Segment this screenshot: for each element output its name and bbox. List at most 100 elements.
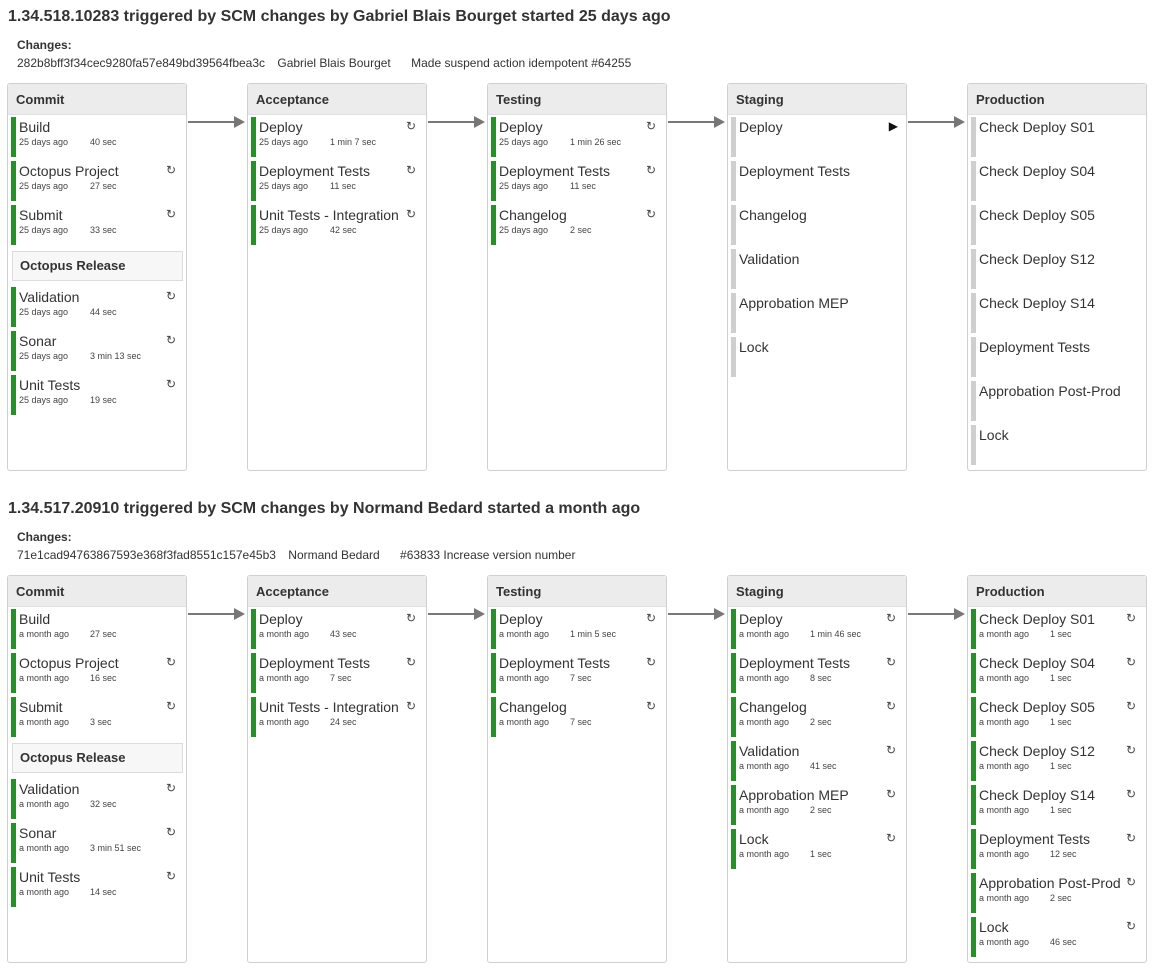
- job-name[interactable]: Deploy: [259, 119, 303, 135]
- rerun-icon[interactable]: ↻: [165, 869, 176, 883]
- rerun-icon[interactable]: ↻: [165, 699, 176, 713]
- job-submit[interactable]: Submit 25 days ago 33 sec ↻: [8, 203, 186, 247]
- job-deployment-tests[interactable]: Deployment Tests a month ago 12 sec ↻: [968, 827, 1146, 871]
- job-name[interactable]: Unit Tests: [19, 377, 81, 393]
- job-octopus-project[interactable]: Octopus Project 25 days ago 27 sec ↻: [8, 159, 186, 203]
- rerun-icon[interactable]: ↻: [1125, 699, 1136, 713]
- job-name[interactable]: Validation: [739, 743, 800, 759]
- job-lock[interactable]: Lock: [968, 423, 1146, 467]
- job-name[interactable]: Unit Tests: [19, 869, 81, 885]
- job-unit-tests[interactable]: Unit Tests 25 days ago 19 sec ↻: [8, 373, 186, 417]
- job-name[interactable]: Lock: [979, 919, 1009, 935]
- rerun-icon[interactable]: ↻: [1125, 611, 1136, 625]
- job-sonar[interactable]: Sonar a month ago 3 min 51 sec ↻: [8, 821, 186, 865]
- job-name[interactable]: Lock: [739, 831, 769, 847]
- job-check-deploy-s04[interactable]: Check Deploy S04: [968, 159, 1146, 203]
- rerun-icon[interactable]: ↻: [405, 699, 416, 713]
- job-name[interactable]: Deploy: [739, 119, 783, 135]
- commit-hash[interactable]: 282b8bff3f34cec9280fa57e849bd39564fbea3c: [17, 56, 266, 70]
- rerun-icon[interactable]: ↻: [405, 655, 416, 669]
- job-lock[interactable]: Lock a month ago 1 sec ↻: [728, 827, 906, 871]
- job-name[interactable]: Check Deploy S14: [979, 787, 1095, 803]
- job-check-deploy-s12[interactable]: Check Deploy S12: [968, 247, 1146, 291]
- rerun-icon[interactable]: ↻: [405, 163, 416, 177]
- rerun-icon[interactable]: ↻: [885, 611, 896, 625]
- job-name[interactable]: Deploy: [739, 611, 783, 627]
- rerun-icon[interactable]: ↻: [405, 119, 416, 133]
- job-name[interactable]: Validation: [19, 289, 80, 305]
- job-build[interactable]: Build a month ago 27 sec: [8, 607, 186, 651]
- job-deploy[interactable]: Deploy a month ago 1 min 46 sec ↻: [728, 607, 906, 651]
- job-name[interactable]: Build: [19, 611, 51, 627]
- job-name[interactable]: Lock: [979, 427, 1009, 443]
- commit-hash[interactable]: 71e1cad94763867593e368f3fad8551c157e45b3: [17, 548, 276, 562]
- rerun-icon[interactable]: ↻: [1125, 875, 1136, 889]
- rerun-icon[interactable]: ↻: [885, 699, 896, 713]
- job-check-deploy-s05[interactable]: Check Deploy S05 a month ago 1 sec ↻: [968, 695, 1146, 739]
- job-deploy[interactable]: Deploy 25 days ago 1 min 26 sec ↻: [488, 115, 666, 159]
- rerun-icon[interactable]: ↻: [165, 377, 176, 391]
- job-name[interactable]: Check Deploy S12: [979, 743, 1095, 759]
- job-deployment-tests[interactable]: Deployment Tests a month ago 7 sec ↻: [488, 651, 666, 695]
- job-name[interactable]: Deployment Tests: [739, 163, 851, 179]
- job-unit-tests-integration[interactable]: Unit Tests - Integration a month ago 24 s…: [248, 695, 426, 739]
- rerun-icon[interactable]: ↻: [645, 611, 656, 625]
- job-check-deploy-s01[interactable]: Check Deploy S01 a month ago 1 sec ↻: [968, 607, 1146, 651]
- rerun-icon[interactable]: ↻: [1125, 655, 1136, 669]
- job-deployment-tests[interactable]: Deployment Tests: [728, 159, 906, 203]
- rerun-icon[interactable]: ↻: [1125, 831, 1136, 845]
- rerun-icon[interactable]: ↻: [165, 207, 176, 221]
- job-approbation-mep[interactable]: Approbation MEP a month ago 2 sec ↻: [728, 783, 906, 827]
- job-deployment-tests[interactable]: Deployment Tests 25 days ago 11 sec ↻: [248, 159, 426, 203]
- rerun-icon[interactable]: ↻: [645, 119, 656, 133]
- rerun-icon[interactable]: ↻: [405, 207, 416, 221]
- job-check-deploy-s05[interactable]: Check Deploy S05: [968, 203, 1146, 247]
- job-name[interactable]: Check Deploy S01: [979, 611, 1095, 627]
- job-name[interactable]: Check Deploy S12: [979, 251, 1095, 267]
- job-check-deploy-s04[interactable]: Check Deploy S04 a month ago 1 sec ↻: [968, 651, 1146, 695]
- pipeline-title[interactable]: 1.34.517.20910 triggered by SCM changes …: [8, 500, 641, 517]
- rerun-icon[interactable]: ↻: [645, 699, 656, 713]
- job-name[interactable]: Check Deploy S14: [979, 295, 1095, 311]
- job-name[interactable]: Deployment Tests: [979, 831, 1091, 847]
- job-deploy[interactable]: Deploy a month ago 43 sec ↻: [248, 607, 426, 651]
- job-changelog[interactable]: Changelog 25 days ago 2 sec ↻: [488, 203, 666, 247]
- job-deploy[interactable]: Deploy 25 days ago 1 min 7 sec ↻: [248, 115, 426, 159]
- job-validation[interactable]: Validation a month ago 41 sec ↻: [728, 739, 906, 783]
- job-deployment-tests[interactable]: Deployment Tests: [968, 335, 1146, 379]
- job-name[interactable]: Check Deploy S01: [979, 119, 1095, 135]
- job-name[interactable]: Changelog: [739, 207, 807, 223]
- rerun-icon[interactable]: ↻: [885, 831, 896, 845]
- job-name[interactable]: Octopus Project: [19, 163, 119, 179]
- job-name[interactable]: Changelog: [499, 699, 567, 715]
- job-deploy[interactable]: Deploy ▶: [728, 115, 906, 159]
- job-check-deploy-s14[interactable]: Check Deploy S14: [968, 291, 1146, 335]
- job-name[interactable]: Deployment Tests: [259, 163, 371, 179]
- job-name[interactable]: Lock: [739, 339, 769, 355]
- job-validation[interactable]: Validation: [728, 247, 906, 291]
- job-name[interactable]: Deployment Tests: [499, 655, 611, 671]
- job-deployment-tests[interactable]: Deployment Tests a month ago 8 sec ↻: [728, 651, 906, 695]
- rerun-icon[interactable]: ↻: [885, 787, 896, 801]
- job-validation[interactable]: Validation 25 days ago 44 sec ↻: [8, 285, 186, 329]
- job-name[interactable]: Deployment Tests: [979, 339, 1091, 355]
- job-approbation-mep[interactable]: Approbation MEP: [728, 291, 906, 335]
- run-icon[interactable]: ▶: [888, 119, 898, 133]
- rerun-icon[interactable]: ↻: [885, 655, 896, 669]
- job-name[interactable]: Approbation MEP: [739, 295, 849, 311]
- rerun-icon[interactable]: ↻: [885, 743, 896, 757]
- rerun-icon[interactable]: ↻: [165, 825, 176, 839]
- rerun-icon[interactable]: ↻: [1125, 743, 1136, 757]
- job-deployment-tests[interactable]: Deployment Tests 25 days ago 11 sec ↻: [488, 159, 666, 203]
- job-sonar[interactable]: Sonar 25 days ago 3 min 13 sec ↻: [8, 329, 186, 373]
- job-deployment-tests[interactable]: Deployment Tests a month ago 7 sec ↻: [248, 651, 426, 695]
- job-name[interactable]: Build: [19, 119, 51, 135]
- pipeline-title[interactable]: 1.34.518.10283 triggered by SCM changes …: [8, 8, 671, 25]
- job-name[interactable]: Deploy: [499, 611, 543, 627]
- job-name[interactable]: Check Deploy S05: [979, 207, 1095, 223]
- job-changelog[interactable]: Changelog a month ago 2 sec ↻: [728, 695, 906, 739]
- job-changelog[interactable]: Changelog: [728, 203, 906, 247]
- job-name[interactable]: Check Deploy S04: [979, 655, 1095, 671]
- rerun-icon[interactable]: ↻: [165, 781, 176, 795]
- job-octopus-project[interactable]: Octopus Project a month ago 16 sec ↻: [8, 651, 186, 695]
